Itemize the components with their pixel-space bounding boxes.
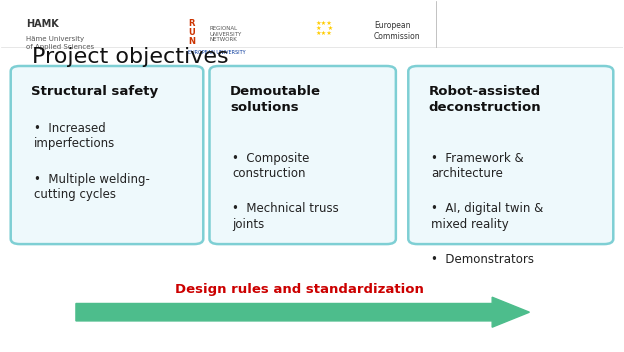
Text: Robot-assisted
deconstruction: Robot-assisted deconstruction — [429, 85, 542, 114]
Text: •  Framework &
architecture: • Framework & architecture — [431, 152, 524, 180]
Text: Demoutable
solutions: Demoutable solutions — [230, 85, 321, 114]
Text: •  Composite
construction: • Composite construction — [233, 152, 310, 180]
Text: HAMK: HAMK — [26, 19, 59, 29]
Text: •  Increased
imperfections: • Increased imperfections — [34, 122, 115, 150]
Text: •  Multiple welding-
cutting cycles: • Multiple welding- cutting cycles — [34, 172, 150, 201]
Text: EUROPEAN UNIVERSITY: EUROPEAN UNIVERSITY — [188, 50, 245, 55]
Text: •  Demonstrators: • Demonstrators — [431, 253, 534, 266]
Text: Structural safety: Structural safety — [31, 85, 158, 98]
Polygon shape — [76, 297, 529, 327]
Text: •  AI, digital twin &
mixed reality: • AI, digital twin & mixed reality — [431, 202, 544, 231]
FancyBboxPatch shape — [210, 66, 396, 244]
Text: ★★★
★   ★
★★★: ★★★ ★ ★ ★★★ — [316, 21, 333, 36]
Text: European
Commission: European Commission — [374, 21, 421, 41]
Text: REGIONAL
UNIVERSITY
NETWORK: REGIONAL UNIVERSITY NETWORK — [210, 26, 241, 43]
Text: •  Mechnical truss
joints: • Mechnical truss joints — [233, 202, 339, 231]
Text: Design rules and standardization: Design rules and standardization — [175, 283, 424, 296]
Text: R
U
N: R U N — [188, 19, 195, 46]
Text: Häme University
of Applied Sciences: Häme University of Applied Sciences — [26, 36, 94, 50]
FancyBboxPatch shape — [11, 66, 203, 244]
FancyBboxPatch shape — [408, 66, 613, 244]
Text: Project objectives: Project objectives — [32, 47, 229, 67]
